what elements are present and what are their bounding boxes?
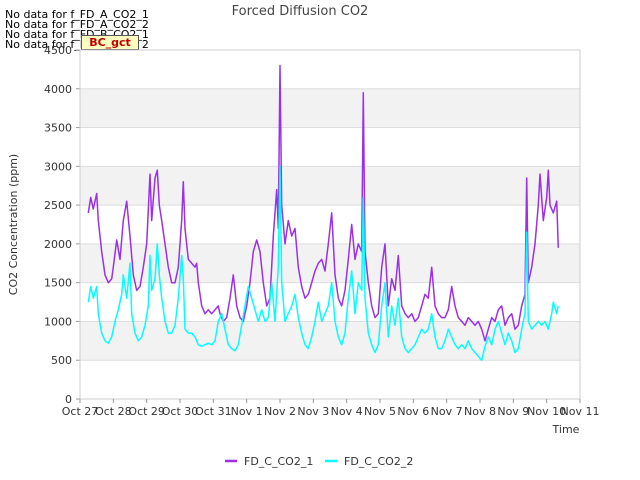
plot-border (79, 49, 581, 400)
grid-band (80, 50, 580, 89)
chart-title: Forced Diffusion CO2 (232, 4, 369, 19)
x-tick-label: Oct 27 (62, 405, 99, 418)
y-tick-label: 2500 (44, 199, 72, 212)
series-line-fd-c-co2-2 (87, 165, 560, 361)
x-tick-label: Nov 3 (297, 405, 329, 418)
grid-band (80, 282, 580, 322)
x-tick-label: Nov 11 (561, 405, 600, 418)
x-tick-label: Nov 6 (397, 405, 429, 418)
x-tick-label: Nov 7 (431, 405, 463, 418)
y-axis-label: CO2 Concentration (ppm) (7, 154, 20, 295)
grid-band (80, 127, 580, 167)
x-tick-label: Nov 10 (527, 405, 566, 418)
series-line-fd-c-co2-1 (87, 64, 560, 342)
no-data-message-4: No data for f_FD_B_CO2_2 (5, 38, 149, 51)
no-data-message-2: No data for f_FD_A_CO2_2 (5, 18, 149, 31)
y-tick-label: 2000 (44, 238, 72, 251)
x-tick-label: Nov 1 (231, 405, 263, 418)
x-tick-label: Nov 5 (364, 405, 396, 418)
grid-band (80, 321, 580, 361)
y-tick-label: 1500 (44, 277, 72, 290)
grid-band (80, 166, 580, 206)
y-tick-label: 4000 (44, 83, 72, 96)
x-tick-label: Nov 4 (331, 405, 363, 418)
x-tick-label: Oct 31 (195, 405, 232, 418)
grid-band (80, 243, 580, 283)
y-tick-label: 1000 (44, 315, 72, 328)
legend-label: FD_C_CO2_2 (344, 455, 413, 468)
x-axis-label: Time (552, 423, 580, 436)
x-tick-label: Nov 2 (264, 405, 296, 418)
site-badge: BC_gct (81, 35, 139, 50)
y-tick-label: 3000 (44, 160, 72, 173)
grid-band (80, 360, 580, 399)
x-tick-label: Nov 9 (497, 405, 529, 418)
y-tick-label: 3500 (44, 122, 72, 135)
x-tick-label: Oct 28 (95, 405, 132, 418)
x-tick-label: Oct 29 (128, 405, 165, 418)
x-tick-label: Oct 30 (162, 405, 199, 418)
legend-label: FD_C_CO2_1 (244, 455, 313, 468)
x-tick-label: Nov 8 (464, 405, 496, 418)
no-data-message-3: No data for f_FD_B_CO2_1 (5, 28, 149, 41)
y-tick-label: 500 (51, 354, 72, 367)
no-data-message-1: No data for f_FD_A_CO2_1 (5, 8, 149, 21)
y-tick-label: 0 (65, 393, 72, 406)
grid-band (80, 88, 580, 128)
y-tick-label: 4500 (44, 44, 72, 57)
